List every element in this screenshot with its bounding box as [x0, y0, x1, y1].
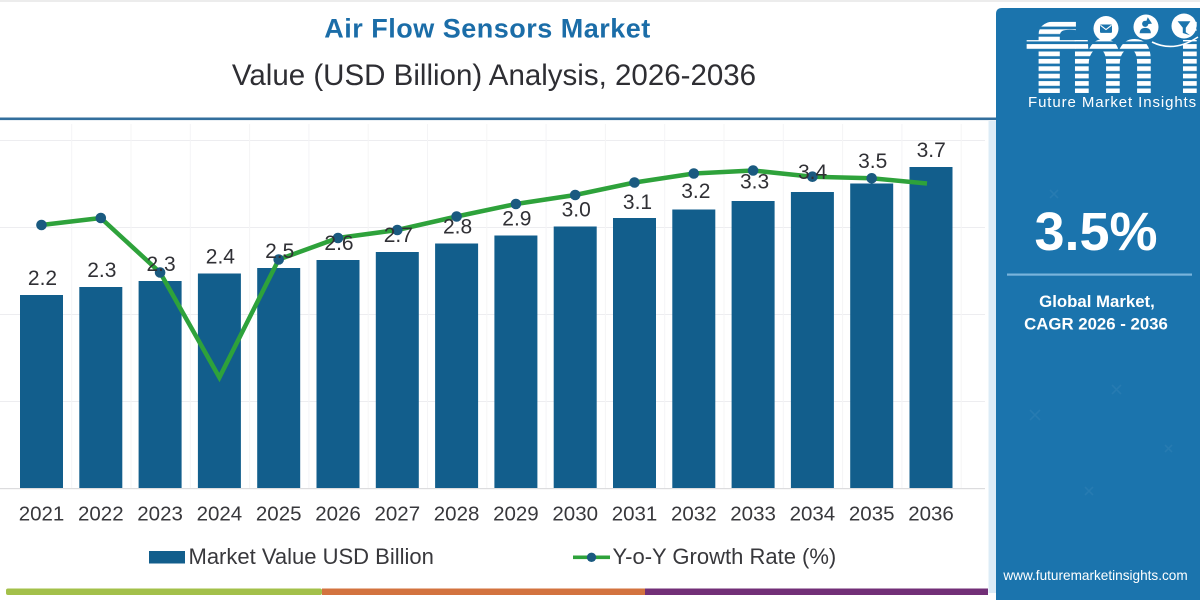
- svg-text:2033: 2033: [730, 503, 776, 526]
- svg-text:2026: 2026: [315, 503, 361, 526]
- svg-text:Market Value USD Billion: Market Value USD Billion: [189, 544, 434, 569]
- svg-text:2021: 2021: [19, 503, 65, 526]
- svg-text:www.futuremarketinsights.com: www.futuremarketinsights.com: [1002, 568, 1187, 583]
- svg-text:2034: 2034: [790, 503, 836, 526]
- svg-text:2024: 2024: [197, 503, 243, 526]
- svg-text:Global Market,: Global Market,: [1039, 292, 1155, 311]
- svg-text:2.6: 2.6: [324, 232, 353, 255]
- svg-text:3.1: 3.1: [623, 191, 652, 214]
- svg-text:Air Flow Sensors Market: Air Flow Sensors Market: [324, 14, 651, 44]
- svg-text:f: f: [1024, 3, 1076, 115]
- svg-text:2.3: 2.3: [146, 253, 175, 276]
- svg-text:Y-o-Y Growth Rate (%): Y-o-Y Growth Rate (%): [613, 544, 837, 569]
- svg-text:3.3: 3.3: [740, 171, 769, 194]
- svg-text:2.2: 2.2: [28, 267, 57, 290]
- svg-text:Value (USD Billion) Analysis,: Value (USD Billion) Analysis, 2026-2036: [232, 59, 756, 92]
- svg-text:2027: 2027: [374, 503, 420, 526]
- svg-text:3.7: 3.7: [917, 139, 946, 162]
- svg-text:3.0: 3.0: [562, 199, 591, 222]
- svg-text:2031: 2031: [612, 503, 658, 526]
- svg-text:2.4: 2.4: [206, 246, 236, 269]
- svg-text:2030: 2030: [552, 503, 598, 526]
- svg-text:2032: 2032: [671, 503, 717, 526]
- svg-text:2.9: 2.9: [502, 208, 531, 231]
- svg-text:2022: 2022: [78, 503, 124, 526]
- svg-text:3.5: 3.5: [858, 150, 887, 173]
- svg-text:2036: 2036: [908, 503, 954, 526]
- svg-text:2028: 2028: [434, 503, 480, 526]
- svg-text:Future Market Insights: Future Market Insights: [1028, 94, 1197, 111]
- svg-text:CAGR 2026 - 2036: CAGR 2026 - 2036: [1024, 315, 1168, 334]
- svg-text:2.3: 2.3: [87, 259, 116, 282]
- svg-text:2.8: 2.8: [443, 216, 472, 239]
- svg-text:2025: 2025: [256, 503, 302, 526]
- svg-text:3.2: 3.2: [681, 180, 710, 203]
- svg-text:3.4: 3.4: [798, 161, 828, 184]
- svg-text:2029: 2029: [493, 503, 539, 526]
- svg-text:2.5: 2.5: [265, 240, 294, 263]
- svg-text:2035: 2035: [849, 503, 895, 526]
- svg-text:2.7: 2.7: [384, 224, 413, 247]
- svg-text:2023: 2023: [137, 503, 183, 526]
- svg-text:3.5%: 3.5%: [1034, 202, 1157, 262]
